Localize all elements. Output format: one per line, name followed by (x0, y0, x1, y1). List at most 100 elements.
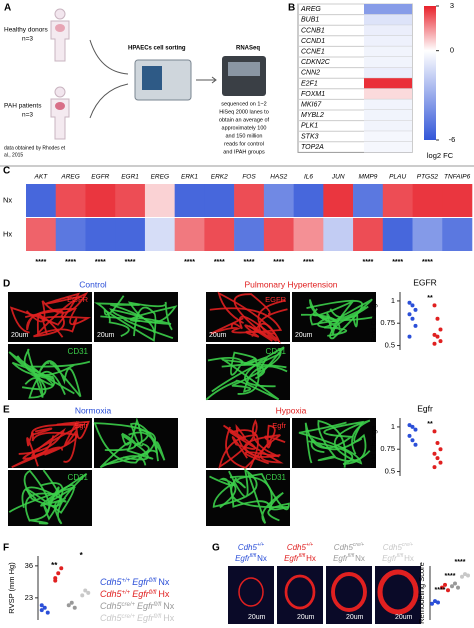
significance: **** (244, 259, 255, 266)
heat-cell (412, 184, 443, 217)
micrograph-signal (306, 299, 363, 340)
significance: **** (303, 259, 314, 266)
heat-cell (293, 218, 324, 251)
gene-label: FOXM1 (301, 91, 325, 98)
heat-cell (364, 141, 412, 153)
y-axis-label: RVSP (mm Hg) (7, 562, 16, 614)
gene-label: CDKN2C (301, 59, 331, 66)
gene-label: ERK1 (181, 174, 198, 181)
micrograph-signal (225, 424, 286, 469)
gene-label: IL6 (304, 174, 313, 181)
gene-label: FOS (242, 174, 256, 181)
point (53, 576, 58, 581)
legend-part: Cdh5 (334, 543, 354, 552)
micrograph-signal (11, 360, 91, 387)
panel-label: E (3, 405, 10, 416)
label: approximately 100 (222, 125, 267, 131)
instrument (228, 62, 260, 76)
point (45, 610, 50, 615)
gene-label: EGR1 (121, 174, 139, 181)
panel-label: C (3, 166, 10, 177)
heat-cell (26, 218, 57, 251)
micrograph-signal (308, 298, 373, 323)
legend-part: Egfr (235, 554, 250, 563)
gene-label: HAS2 (270, 174, 287, 181)
heat-cell (263, 218, 294, 251)
tick-label: 0.75 (380, 444, 395, 453)
point (407, 334, 412, 339)
image-title: Egfrfl/flNx (333, 553, 365, 563)
scale-label: 20um (295, 332, 313, 339)
panel-label: A (4, 3, 11, 14)
micrograph-signal (103, 295, 157, 342)
legend-part: fl/fl (348, 553, 355, 559)
micrograph-signal (21, 472, 88, 525)
heat-cell (364, 88, 412, 100)
legend-part: fl/fl (154, 614, 162, 620)
legend-entry: Cdh5+/+ Egfrfl/fl Hx (100, 589, 170, 599)
label: and IPAH groups (223, 149, 265, 155)
legend-part: cre/+ (402, 542, 413, 548)
significance: **** (422, 259, 433, 266)
micrograph (228, 566, 274, 624)
stain-label: EGFR (67, 295, 88, 304)
point (438, 460, 443, 465)
micrograph-signal (104, 422, 166, 466)
label: Healthy donors (4, 27, 48, 34)
micrograph-signal (230, 472, 289, 524)
significance: ** (427, 421, 433, 428)
legend-part: Hx (158, 589, 169, 599)
micrograph-signal (244, 299, 286, 342)
legend-part: Egfr (132, 589, 150, 599)
legend-part: +/+ (122, 590, 131, 596)
label: data obtained by Rhodes et (4, 145, 66, 151)
micrograph-signal (331, 572, 367, 612)
legend-part: Cdh5 (100, 589, 123, 599)
legend-part: Nx (355, 554, 365, 563)
legend-part: Cdh5 (287, 543, 307, 552)
micrograph-signal (100, 308, 174, 340)
legend-part: fl/fl (154, 602, 162, 608)
gene-label: CCND1 (301, 38, 325, 45)
heat-cell (364, 120, 412, 132)
point (80, 593, 85, 598)
heat-cell (364, 57, 412, 68)
significance: * (80, 551, 84, 560)
legend-part: fl/fl (149, 590, 157, 596)
image-title: Cdh5+/+ (287, 542, 313, 552)
point (410, 438, 415, 443)
tick-label: 0.5 (385, 467, 395, 476)
stain-label: CD31 (68, 473, 89, 482)
icon (54, 8, 66, 20)
legend-part: Cdh5 (100, 577, 123, 587)
significance: **** (35, 259, 46, 266)
heat-cell (234, 218, 265, 251)
gene-label: CNN2 (301, 70, 320, 77)
legend-part: Egfr (132, 577, 150, 587)
label: PAH patients (4, 103, 42, 110)
gene-label: AREG (300, 6, 321, 13)
row-label: Hx (3, 229, 12, 238)
micrograph-signal (284, 574, 316, 610)
point (413, 323, 418, 328)
heat-cell (55, 218, 86, 251)
point (432, 465, 437, 470)
point (83, 588, 88, 593)
point (413, 427, 418, 432)
legend-part: Egfr (137, 601, 155, 611)
tick-label: 0.75 (380, 318, 395, 327)
legend-part: Cdh5 (100, 601, 123, 611)
panel-label: B (288, 3, 295, 14)
label: HiSeq 2000 lanes to (219, 109, 269, 115)
micrograph-signal (308, 433, 367, 465)
arrow (211, 76, 217, 84)
point (413, 442, 418, 447)
instrument (142, 66, 162, 90)
label: sequenced on 1~2 (221, 101, 266, 107)
heat-cell (85, 218, 116, 251)
heat-cell (323, 184, 354, 217)
gene-label: PLAU (389, 174, 406, 181)
panel-label: D (3, 279, 10, 290)
legend-part: fl/fl (250, 553, 257, 559)
heat-cell (174, 218, 205, 251)
